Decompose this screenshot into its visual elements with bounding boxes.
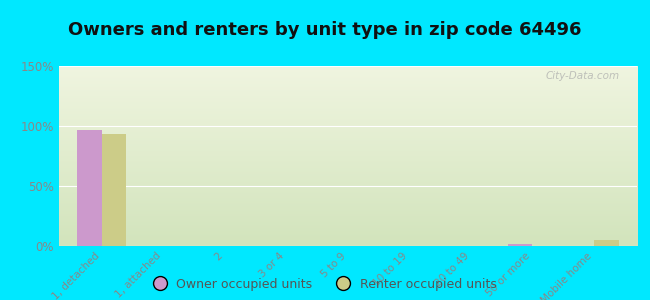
Text: City-Data.com: City-Data.com — [545, 71, 619, 81]
Text: Owners and renters by unit type in zip code 64496: Owners and renters by unit type in zip c… — [68, 21, 582, 39]
Bar — [594, 240, 619, 246]
Bar — [77, 130, 101, 246]
Legend: Owner occupied units, Renter occupied units: Owner occupied units, Renter occupied un… — [153, 278, 497, 291]
Bar — [101, 134, 126, 246]
Bar — [508, 244, 532, 246]
